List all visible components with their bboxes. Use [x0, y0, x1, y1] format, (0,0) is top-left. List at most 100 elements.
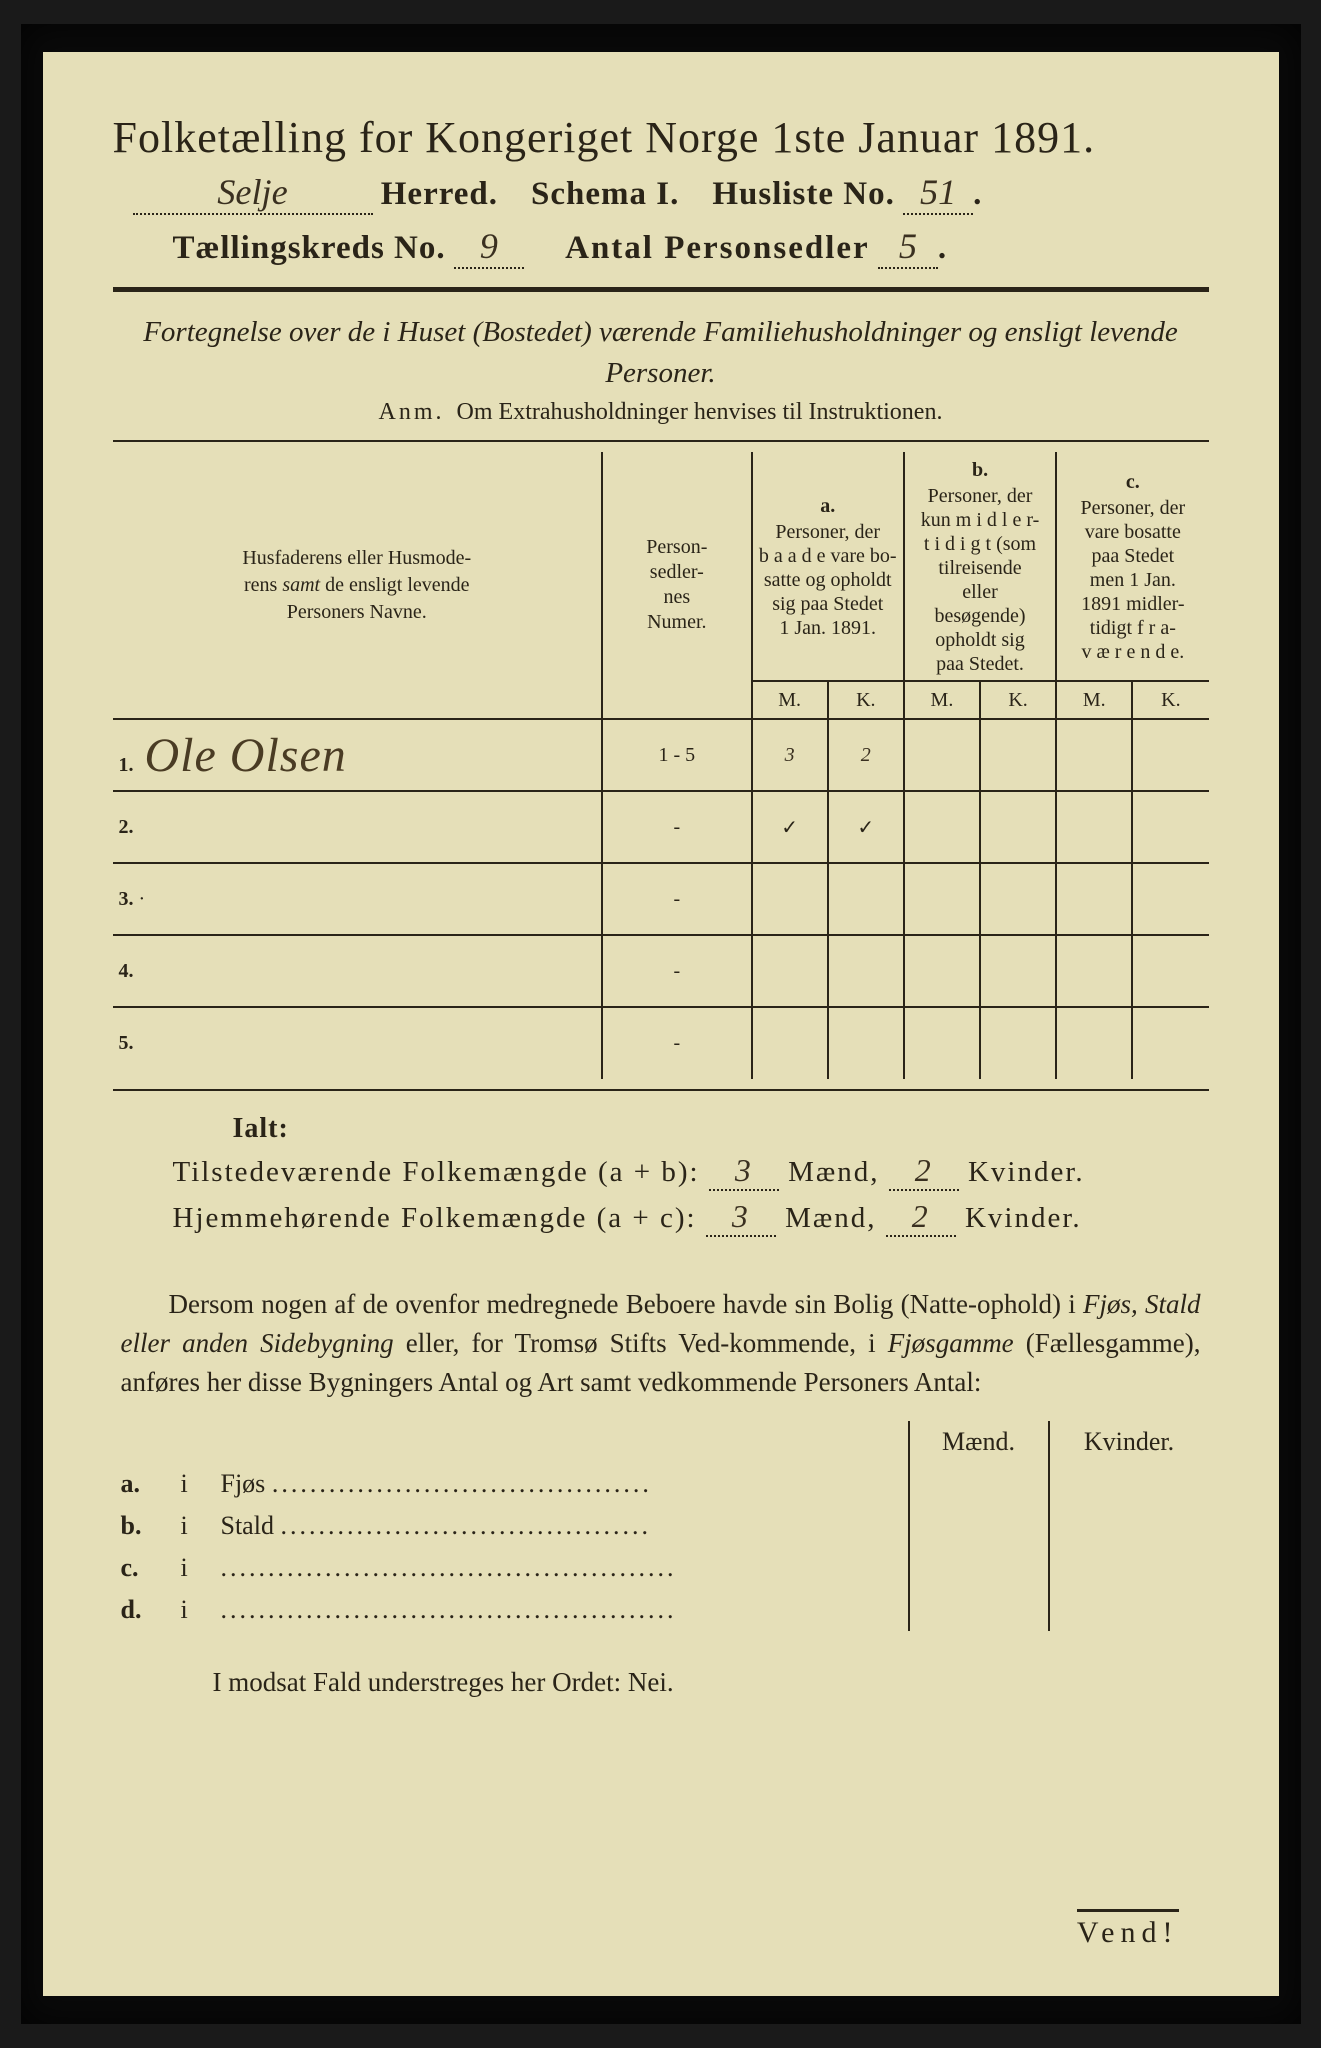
ialt-label: Ialt: [233, 1113, 1209, 1145]
nei-line: I modsat Fald understreges her Ordet: Ne… [213, 1667, 1209, 1698]
table-row: 3. · - [113, 863, 1209, 935]
sum1-label: Tilstedeværende Folkemængde (a + b): [173, 1156, 700, 1188]
sum1-m-label: Mænd, [788, 1156, 879, 1188]
anm-text: Om Extrahusholdninger henvises til Instr… [457, 399, 943, 425]
cell-bm [904, 791, 980, 863]
cell-bm [904, 719, 980, 791]
cell-bk [980, 863, 1056, 935]
cell-am [752, 1007, 828, 1079]
sum-line-1: Tilstedeværende Folkemængde (a + b): 3 M… [173, 1153, 1209, 1191]
th-b-k: K. [980, 681, 1056, 719]
cell-ak: 2 [828, 719, 904, 791]
scan-frame: Folketælling for Kongeriget Norge 1ste J… [21, 24, 1301, 2024]
cell-bm [904, 1007, 980, 1079]
row-num: - [602, 791, 752, 863]
th-a-m: M. [752, 681, 828, 719]
cell-cm [1056, 935, 1132, 1007]
cell-am [752, 863, 828, 935]
bygn-lbl: c. [113, 1547, 173, 1589]
bygn-lbl: d. [113, 1589, 173, 1631]
anm-lead: Anm. [379, 399, 445, 425]
bygn-i: i [173, 1547, 213, 1589]
cell-bm [904, 935, 980, 1007]
cell-cm [1056, 1007, 1132, 1079]
herred-value: Selje [217, 172, 288, 212]
cell-am: 3 [752, 719, 828, 791]
bygn-m-head: Mænd. [909, 1421, 1049, 1463]
cell-ck [1132, 1007, 1208, 1079]
bygn-k-head: Kvinder. [1049, 1421, 1209, 1463]
bygning-table: Mænd. Kvinder. a. i Fjøs ...............… [113, 1421, 1209, 1631]
subtitle: Fortegnelse over de i Huset (Bostedet) v… [133, 312, 1189, 393]
document-paper: Folketælling for Kongeriget Norge 1ste J… [43, 52, 1279, 1996]
cell-bk [980, 719, 1056, 791]
schema-label: Schema I. [531, 176, 679, 212]
table-row: 1. Ole Olsen 1 - 5 3 2 [113, 719, 1209, 791]
sum2-m: 3 [732, 1199, 750, 1234]
row-n: 1. [119, 754, 134, 776]
cell-ck [1132, 863, 1208, 935]
th-a-head: a. [759, 492, 897, 520]
sum1-m: 3 [735, 1153, 753, 1188]
bygn-dots: ....................................... [280, 1511, 651, 1540]
bygn-dots: ........................................ [272, 1469, 652, 1498]
table-row: 5. - [113, 1007, 1209, 1079]
cell-bk [980, 791, 1056, 863]
cell-ak [828, 935, 904, 1007]
th-a-text: Personer, derb a a d e vare bo-satte og … [759, 520, 897, 640]
cell-ck [1132, 935, 1208, 1007]
row-num: - [602, 1007, 752, 1079]
row-num: 1 - 5 [602, 719, 752, 791]
cell-ak: ✓ [828, 791, 904, 863]
main-table: Husfaderens eller Husmode-rens samt de e… [113, 452, 1209, 1079]
th-c-m: M. [1056, 681, 1132, 719]
sum2-k: 2 [912, 1199, 930, 1234]
row-n: 2. [119, 816, 134, 838]
sum-line-2: Hjemmehørende Folkemængde (a + c): 3 Mæn… [173, 1199, 1209, 1237]
antal-label: Antal Personsedler [565, 230, 870, 266]
sum1-k-label: Kvinder. [968, 1156, 1085, 1188]
cell-cm [1056, 719, 1132, 791]
row-name: Ole Olsen [139, 729, 347, 782]
row-n: 4. [119, 960, 134, 982]
rule-3 [113, 1089, 1209, 1091]
th-name: Husfaderens eller Husmode-rens samt de e… [113, 452, 603, 719]
th-num: Person-sedler-nesNumer. [602, 452, 752, 719]
table-row: 2. - ✓ ✓ [113, 791, 1209, 863]
th-c: c. Personer, dervare bosattepaa Stedetme… [1056, 452, 1208, 681]
cell-bk [980, 935, 1056, 1007]
bygn-i: i [173, 1589, 213, 1631]
kreds-value: 9 [480, 226, 498, 266]
cell-ck [1132, 791, 1208, 863]
anm-line: Anm. Om Extrahusholdninger henvises til … [113, 399, 1209, 426]
th-c-text: Personer, dervare bosattepaa Stedetmen 1… [1063, 496, 1202, 664]
cell-am: ✓ [752, 791, 828, 863]
rule-1 [113, 287, 1209, 292]
th-c-k: K. [1132, 681, 1208, 719]
cell-bm [904, 863, 980, 935]
cell-am [752, 935, 828, 1007]
cell-cm [1056, 863, 1132, 935]
bygning-paragraph: Dersom nogen af de ovenfor medregnede Be… [121, 1285, 1201, 1402]
sum2-k-label: Kvinder. [965, 1202, 1082, 1234]
bygn-row: c. i ...................................… [113, 1547, 1209, 1589]
th-b-m: M. [904, 681, 980, 719]
bygn-name: Fjøs [221, 1469, 266, 1498]
th-a-k: K. [828, 681, 904, 719]
bygn-lbl: b. [113, 1505, 173, 1547]
cell-ak [828, 863, 904, 935]
th-c-head: c. [1063, 468, 1202, 496]
antal-value: 5 [899, 226, 917, 266]
header-line-2: Selje Herred. Schema I. Husliste No. 51. [113, 171, 1209, 215]
main-title: Folketælling for Kongeriget Norge 1ste J… [113, 112, 1209, 163]
cell-ck [1132, 719, 1208, 791]
husliste-label: Husliste No. [712, 176, 895, 212]
th-b-head: b. [911, 456, 1049, 484]
kreds-label: Tællingskreds No. [173, 230, 446, 266]
bygn-row: b. i Stald .............................… [113, 1505, 1209, 1547]
th-b: b. Personer, derkun m i d l e r-t i d i … [904, 452, 1056, 681]
bygn-i: i [173, 1505, 213, 1547]
cell-ak [828, 1007, 904, 1079]
row-n: 5. [119, 1032, 134, 1054]
bygn-row: d. i ...................................… [113, 1589, 1209, 1631]
